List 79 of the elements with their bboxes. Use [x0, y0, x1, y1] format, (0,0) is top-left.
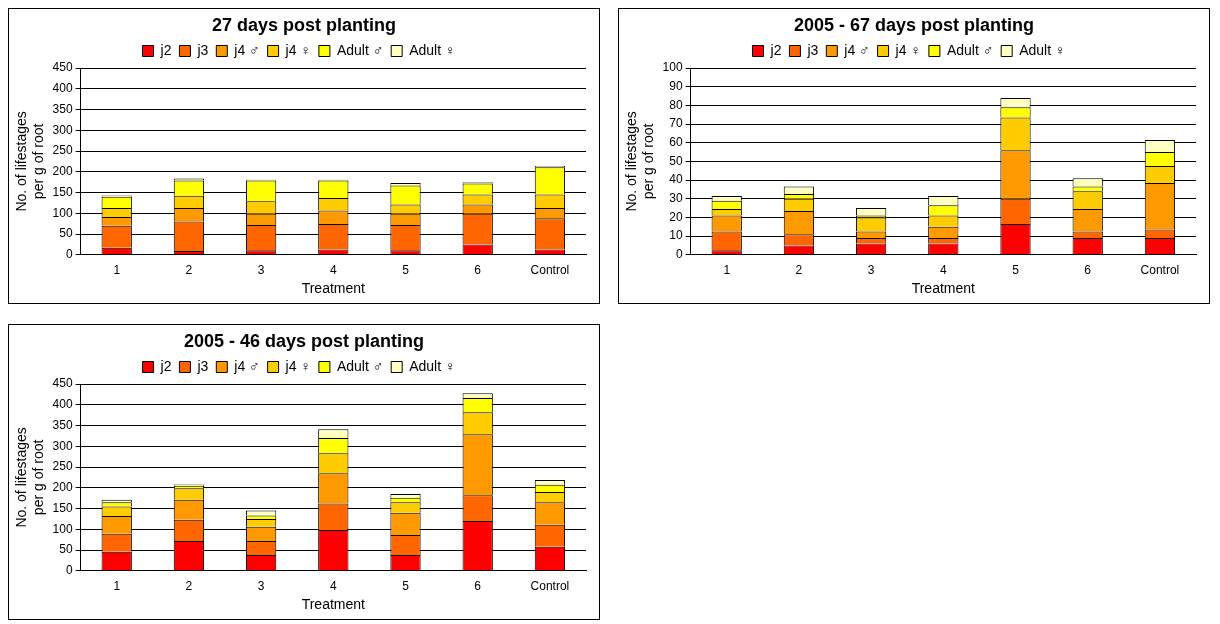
y-tick-label: 40 — [669, 172, 683, 187]
y-tick-label: 400 — [52, 397, 73, 412]
legend-label: Adult ♀ — [409, 357, 456, 374]
x-tick-label: 6 — [474, 263, 482, 278]
y-tick-label: 250 — [52, 143, 73, 158]
x-tick-label: 5 — [402, 579, 410, 594]
y-tick-label: 350 — [52, 417, 73, 432]
y-tick-label: 300 — [52, 438, 73, 453]
y-tick-label: 50 — [59, 542, 73, 557]
y-tick-label: 400 — [52, 81, 73, 96]
y-axis-title: No. of lifestages per g of root — [623, 111, 657, 212]
y-tick-label: 250 — [52, 459, 73, 474]
x-tick-label: 5 — [402, 263, 410, 278]
y-tick-label: 10 — [669, 228, 683, 243]
x-tick-label: 6 — [1084, 263, 1092, 278]
y-tick-label: 100 — [662, 60, 683, 75]
legend-label: Adult ♂ — [946, 41, 994, 58]
x-tick-label: 2 — [795, 263, 803, 278]
x-tick-label: 1 — [113, 263, 121, 278]
y-tick-label: 0 — [65, 247, 73, 262]
y-tick-label: 150 — [52, 184, 73, 199]
legend-label: j4 ♂ — [233, 357, 260, 374]
chart-title: 27 days post planting — [211, 15, 397, 36]
legend-label: j4 ♀ — [284, 41, 311, 58]
x-tick-label: Control — [530, 579, 570, 594]
legend-label: j2 — [769, 41, 782, 58]
y-tick-label: 20 — [669, 209, 683, 224]
y-tick-label: 50 — [59, 226, 73, 241]
legend-label: Adult ♀ — [409, 41, 456, 58]
y-tick-label: 30 — [669, 191, 683, 206]
x-tick-label: 6 — [474, 579, 482, 594]
legend-label: Adult ♂ — [336, 357, 384, 374]
legend-label: j4 ♀ — [894, 41, 921, 58]
y-tick-label: 0 — [675, 247, 683, 262]
x-tick-label: Control — [1140, 263, 1180, 278]
x-axis-title: Treatment — [301, 596, 366, 613]
y-tick-label: 450 — [52, 60, 73, 75]
y-tick-label: 350 — [52, 101, 73, 116]
y-tick-label: 200 — [52, 480, 73, 495]
x-tick-label: 4 — [329, 579, 337, 594]
x-tick-label: 1 — [723, 263, 731, 278]
y-tick-label: 150 — [52, 500, 73, 515]
y-tick-label: 200 — [52, 164, 73, 179]
x-tick-label: 5 — [1012, 263, 1020, 278]
x-tick-label: Control — [530, 263, 570, 278]
legend-label: j2 — [159, 41, 172, 58]
x-tick-label: 2 — [185, 579, 193, 594]
y-tick-label: 90 — [669, 78, 683, 93]
x-tick-label: 3 — [257, 263, 265, 278]
legend-label: j3 — [196, 357, 209, 374]
legend-label: j3 — [196, 41, 209, 58]
legend-label: Adult ♂ — [336, 41, 384, 58]
chart-title: 2005 - 67 days post planting — [793, 15, 1035, 36]
x-tick-label: 4 — [939, 263, 947, 278]
x-axis-title: Treatment — [911, 280, 976, 297]
x-tick-label: 1 — [113, 579, 121, 594]
legend-label: j2 — [159, 357, 172, 374]
y-tick-label: 450 — [52, 376, 73, 391]
y-axis-title: No. of lifestages per g of root — [13, 427, 47, 528]
x-axis-title: Treatment — [301, 280, 366, 297]
y-tick-label: 50 — [669, 153, 683, 168]
x-tick-label: 3 — [257, 579, 265, 594]
y-tick-label: 70 — [669, 116, 683, 131]
y-tick-label: 0 — [65, 563, 73, 578]
x-tick-label: 2 — [185, 263, 193, 278]
y-tick-label: 100 — [52, 521, 73, 536]
y-tick-label: 80 — [669, 97, 683, 112]
x-tick-label: 3 — [867, 263, 875, 278]
legend-label: j3 — [806, 41, 819, 58]
legend-label: j4 ♂ — [843, 41, 870, 58]
legend-label: j4 ♀ — [284, 357, 311, 374]
y-tick-label: 60 — [669, 135, 683, 150]
legend-label: Adult ♀ — [1019, 41, 1066, 58]
y-tick-label: 100 — [52, 205, 73, 220]
x-tick-label: 4 — [329, 263, 337, 278]
y-axis-title: No. of lifestages per g of root — [13, 111, 47, 212]
chart-title: 2005 - 46 days post planting — [183, 331, 425, 352]
y-tick-label: 300 — [52, 122, 73, 137]
legend-label: j4 ♂ — [233, 41, 260, 58]
